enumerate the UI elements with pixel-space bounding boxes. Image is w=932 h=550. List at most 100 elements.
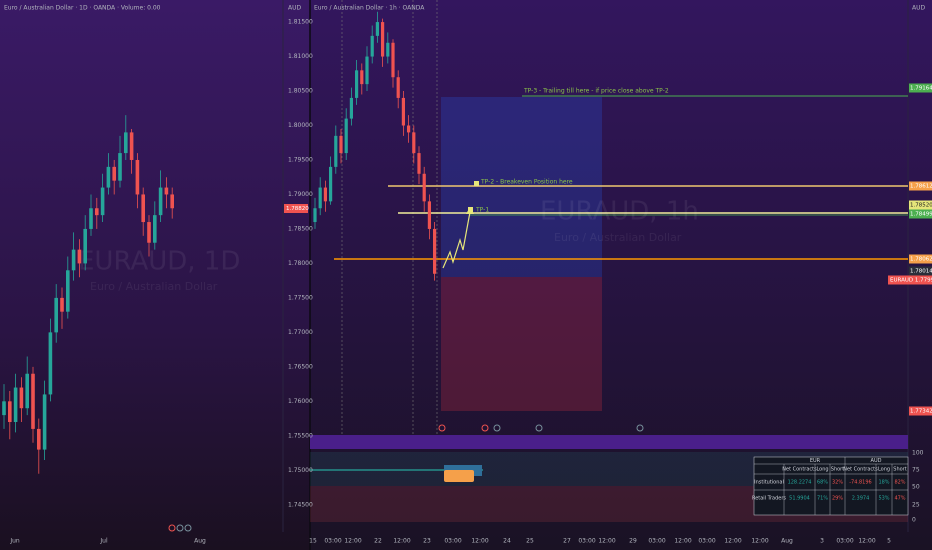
- left-axis-currency: AUD: [288, 5, 301, 12]
- candle-body: [329, 166, 333, 202]
- table-cell: 18%: [878, 480, 889, 486]
- candle-body: [129, 132, 134, 160]
- y-tick-label: 1.77500: [288, 294, 313, 301]
- candle-body: [8, 401, 12, 423]
- candle-body: [164, 187, 169, 195]
- candle-body: [391, 42, 395, 78]
- event-icon[interactable]: [535, 424, 543, 432]
- y-tick-label: 1.81500: [288, 19, 313, 26]
- candle-body: [381, 22, 385, 57]
- table-bg: [753, 456, 909, 516]
- x-tick-label: 5: [887, 538, 891, 545]
- price-tag: 1.78499: [910, 212, 932, 218]
- y-tick-label: 1.80000: [288, 122, 313, 129]
- candle-body: [170, 194, 174, 209]
- y-tick-label: 1.79000: [288, 191, 313, 198]
- event-icon[interactable]: [438, 424, 446, 432]
- y-tick-label: 1.75000: [288, 467, 313, 474]
- table-cell: Institutional: [754, 480, 784, 486]
- candle-body: [147, 222, 151, 243]
- left-pane: [0, 0, 310, 550]
- x-tick-label: 12:00: [598, 538, 615, 545]
- candle-body: [77, 249, 82, 264]
- event-icon[interactable]: [481, 424, 489, 432]
- candle-body: [334, 135, 338, 167]
- candle-body: [118, 153, 122, 181]
- table-cell: 51.9904: [789, 496, 810, 502]
- candle-body: [54, 297, 58, 333]
- x-tick-label: 23: [423, 538, 431, 545]
- x-tick-label: 27: [563, 538, 571, 545]
- candle-body: [112, 166, 116, 181]
- target-zone: [441, 97, 602, 277]
- candle-body: [313, 208, 317, 223]
- y-tick-label: 1.76500: [288, 363, 313, 370]
- candle-body: [370, 35, 374, 57]
- left-price-tag: 1.78820: [286, 206, 309, 212]
- table-header: Long: [816, 467, 828, 473]
- tp1-label: TP-1: [475, 207, 489, 214]
- candle-body: [349, 97, 353, 119]
- candle-body: [386, 42, 390, 57]
- candle-body: [48, 332, 53, 395]
- x-tick-label: 3: [820, 538, 824, 545]
- candle-body: [401, 97, 405, 126]
- event-icon[interactable]: [636, 424, 644, 432]
- candle-body: [37, 428, 41, 450]
- candle-body: [433, 228, 437, 274]
- candle-body: [427, 201, 431, 229]
- table-header: Short: [831, 467, 844, 473]
- x-tick-label: 03:00: [698, 538, 715, 545]
- candle-body: [365, 56, 369, 85]
- candle-body: [318, 187, 322, 209]
- projection-arrow: [442, 211, 471, 269]
- event-icon[interactable]: [184, 524, 192, 532]
- left-header: Euro / Australian Dollar · 1D · OANDA · …: [4, 5, 161, 12]
- y-tick-label: 1.75500: [288, 432, 313, 439]
- price-tag: 1.79164: [910, 86, 932, 92]
- x-tick-label: 25: [526, 538, 534, 545]
- price-tag-bg: [909, 200, 932, 210]
- candle-body: [375, 22, 379, 36]
- candle-body: [396, 77, 400, 98]
- indicator-band: [310, 435, 908, 449]
- table-cell: 82%: [894, 480, 905, 486]
- table-cell: 2.3974: [852, 496, 870, 502]
- x-tick-label: 12:00: [724, 538, 741, 545]
- indicator-scale-label: 25: [912, 502, 920, 509]
- price-tag-bg: [888, 275, 932, 285]
- table-header: Long: [878, 467, 890, 473]
- event-icon[interactable]: [493, 424, 501, 432]
- table-cell: 29%: [832, 496, 843, 502]
- table-cell: 68%: [817, 480, 828, 486]
- y-tick-label: 1.81000: [288, 53, 313, 60]
- x-tick-label: 03:00: [836, 538, 853, 545]
- tp2-label: TP-2 - Breakeven Position here: [480, 179, 573, 186]
- x-tick-label: 03:00: [444, 538, 461, 545]
- candle-body: [158, 187, 163, 216]
- table-cell: Retail Traders: [752, 496, 786, 502]
- candle-body: [100, 187, 105, 216]
- table-header: Short: [893, 467, 906, 473]
- candle-body: [323, 187, 327, 202]
- candle-body: [339, 135, 343, 154]
- candle-body: [106, 166, 111, 188]
- candle-body: [135, 159, 140, 195]
- price-tag: 1.78062: [910, 257, 932, 263]
- y-tick-label: 1.77000: [288, 329, 313, 336]
- candle-body: [89, 208, 93, 229]
- price-tag-bg: [909, 83, 932, 93]
- x-tick-label: 29: [629, 538, 637, 545]
- right-axis-currency: AUD: [912, 5, 925, 12]
- indicator-scale-label: 100: [912, 450, 924, 457]
- y-tick-label: 1.78000: [288, 260, 313, 267]
- candle-body: [417, 153, 421, 174]
- price-tag: EURAUD 1.77994: [890, 278, 932, 284]
- table-header: Net Contracts: [843, 467, 878, 473]
- event-icon[interactable]: [176, 524, 184, 532]
- event-icon[interactable]: [168, 524, 176, 532]
- x-tick-label: 15: [309, 538, 317, 545]
- right-watermark: EURAUD, 1h: [540, 197, 699, 227]
- tp2-marker: [474, 181, 479, 186]
- x-tick-label: 03:00: [324, 538, 341, 545]
